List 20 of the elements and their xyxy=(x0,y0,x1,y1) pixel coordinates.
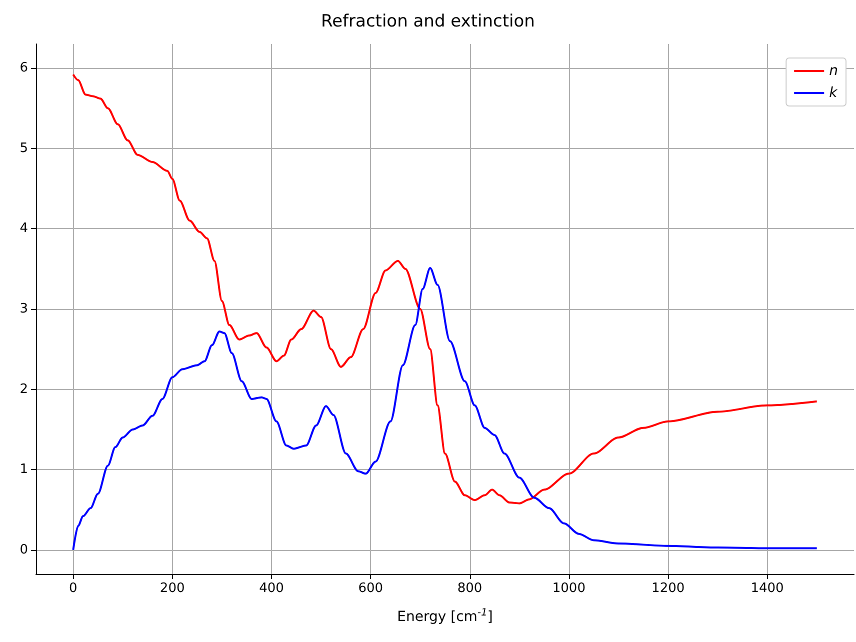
x-tick-label: 1000 xyxy=(552,581,586,596)
y-tick-label: 6 xyxy=(20,60,28,76)
y-tick-label: 5 xyxy=(20,140,28,156)
x-tick-label: 1200 xyxy=(652,581,685,596)
y-tick-label: 4 xyxy=(20,221,28,236)
x-tick-label: 800 xyxy=(457,581,482,596)
x-tick-label: 600 xyxy=(358,581,384,596)
line-series xyxy=(72,74,818,504)
legend-label: k xyxy=(829,85,838,101)
chart-title: Refraction and extinction xyxy=(321,12,535,32)
x-tick-label: 0 xyxy=(69,581,78,596)
y-tick-label: 3 xyxy=(20,302,28,316)
y-tick-label: 2 xyxy=(20,382,28,397)
x-tick-label: 400 xyxy=(259,581,284,596)
y-tick-label: 1 xyxy=(20,462,28,478)
x-tick-label: 1400 xyxy=(750,581,784,596)
x-tick-label: 200 xyxy=(160,581,185,596)
y-tick-label: 0 xyxy=(20,542,28,558)
line-series xyxy=(72,267,818,551)
legend-label: n xyxy=(829,63,838,79)
